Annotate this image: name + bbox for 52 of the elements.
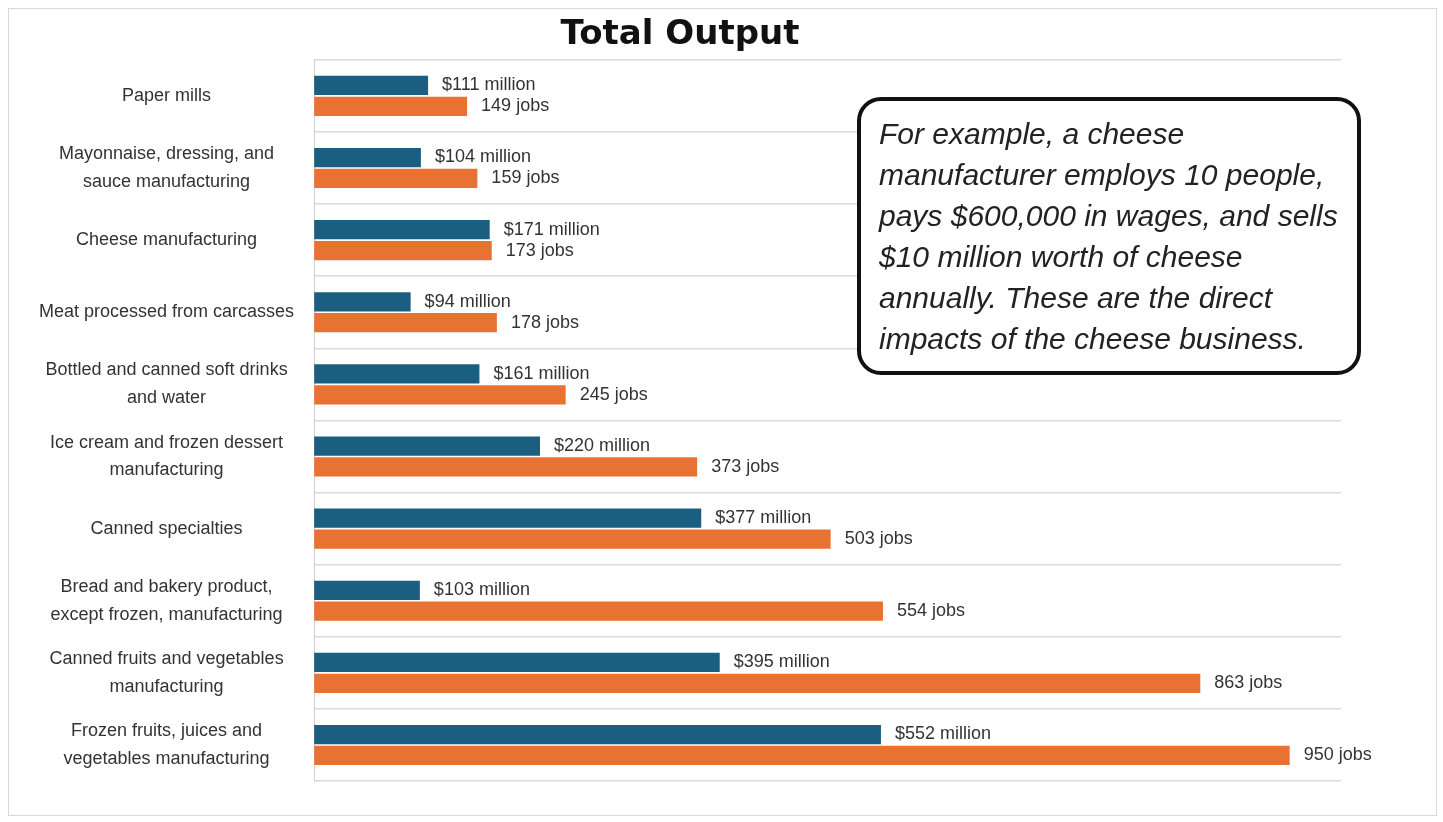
data-label: $220 million bbox=[554, 435, 651, 455]
y-tick-label: Paper mills bbox=[122, 84, 212, 105]
bar bbox=[314, 652, 720, 673]
y-tick-label: Ice cream and frozen dessert manufacturing bbox=[49, 431, 284, 480]
data-label: 554 jobs bbox=[897, 600, 966, 621]
bar bbox=[314, 745, 1290, 766]
data-label: 950 jobs bbox=[1303, 744, 1372, 765]
data-label: $104 million bbox=[434, 146, 531, 167]
data-label: $161 million bbox=[493, 362, 590, 383]
data-label: 863 jobs bbox=[1214, 672, 1283, 693]
y-tick-label: Mayonnaise, dressing, and sauce manufacturing bbox=[58, 143, 275, 191]
y-tick-label: Bread and bakery product, except frozen, manufacturing bbox=[50, 575, 283, 624]
bar bbox=[314, 436, 541, 456]
bar bbox=[314, 529, 831, 549]
data-label: 149 jobs bbox=[481, 95, 550, 116]
data-label: $377 million bbox=[715, 507, 812, 528]
bar bbox=[314, 508, 702, 528]
y-tick-label: Cheese manufacturing bbox=[75, 229, 258, 250]
data-label: $171 million bbox=[503, 218, 600, 239]
data-label: $103 million bbox=[433, 579, 530, 600]
bar bbox=[314, 75, 429, 96]
bar bbox=[314, 147, 421, 168]
data-label: $111 million bbox=[442, 74, 536, 95]
bar bbox=[314, 292, 411, 312]
data-label: 503 jobs bbox=[844, 528, 913, 549]
bar bbox=[314, 385, 566, 405]
bar bbox=[314, 601, 883, 621]
data-label: 173 jobs bbox=[505, 239, 574, 260]
bar bbox=[314, 580, 420, 600]
y-tick-label: Meat processed from carcasses bbox=[39, 301, 295, 322]
y-tick-label: Frozen fruits, juices and vegetables manufacturing bbox=[63, 720, 270, 768]
chart-title: Total Output bbox=[560, 12, 800, 53]
bar bbox=[314, 364, 480, 384]
data-label: 373 jobs bbox=[711, 455, 780, 476]
bar bbox=[314, 240, 492, 261]
bar bbox=[314, 313, 497, 333]
annotation: For example, a cheese manufacturer employs 10 people, pays $600,000 in wages, and sells $10 million worth of cheese annually. These are the direct impacts of the cheese business. bbox=[857, 97, 1361, 375]
data-label: 245 jobs bbox=[579, 383, 648, 404]
bar bbox=[314, 96, 468, 116]
y-tick-label: Canned fruits and vegetables manufacturing bbox=[49, 647, 284, 696]
y-tick-label: Bottled and canned soft drinks and water bbox=[45, 359, 288, 408]
data-label: 159 jobs bbox=[491, 167, 560, 188]
bar bbox=[314, 673, 1201, 693]
bar bbox=[314, 220, 490, 240]
bar bbox=[314, 724, 881, 745]
y-tick-label: Canned specialties bbox=[90, 517, 243, 538]
bar bbox=[314, 457, 698, 477]
bar bbox=[314, 168, 478, 189]
data-label: $94 million bbox=[424, 290, 511, 311]
data-label: $552 million bbox=[894, 723, 992, 744]
data-label: $395 million bbox=[733, 651, 830, 672]
data-label: 178 jobs bbox=[510, 311, 579, 332]
